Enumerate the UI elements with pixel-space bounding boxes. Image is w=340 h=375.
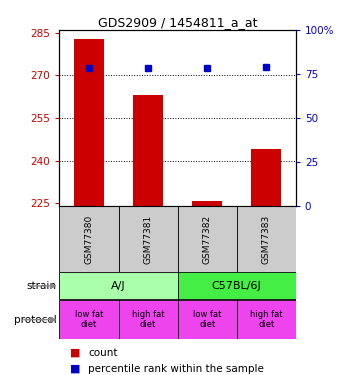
Text: low fat
diet: low fat diet <box>75 310 103 329</box>
Text: low fat
diet: low fat diet <box>193 310 221 329</box>
Bar <box>119 300 177 339</box>
Bar <box>177 300 237 339</box>
Text: GSM77383: GSM77383 <box>262 214 271 264</box>
Title: GDS2909 / 1454811_a_at: GDS2909 / 1454811_a_at <box>98 16 257 29</box>
Bar <box>237 206 296 272</box>
Bar <box>252 149 281 206</box>
Bar <box>59 206 119 272</box>
Text: high fat
diet: high fat diet <box>250 310 283 329</box>
Text: high fat
diet: high fat diet <box>132 310 164 329</box>
Text: count: count <box>88 348 118 358</box>
Bar <box>177 272 296 299</box>
Text: C57BL/6J: C57BL/6J <box>212 281 261 291</box>
Text: GSM77381: GSM77381 <box>143 214 153 264</box>
Text: ■: ■ <box>70 348 80 358</box>
Bar <box>59 300 119 339</box>
Bar <box>119 206 177 272</box>
Text: A/J: A/J <box>111 281 126 291</box>
Bar <box>74 39 104 206</box>
Bar <box>59 272 177 299</box>
Text: percentile rank within the sample: percentile rank within the sample <box>88 364 264 374</box>
Bar <box>133 95 163 206</box>
Text: protocol: protocol <box>14 315 56 325</box>
Bar <box>237 300 296 339</box>
Text: GSM77382: GSM77382 <box>203 214 212 264</box>
Text: strain: strain <box>27 281 56 291</box>
Text: GSM77380: GSM77380 <box>85 214 94 264</box>
Text: ■: ■ <box>70 364 80 374</box>
Bar <box>192 201 222 206</box>
Bar <box>177 206 237 272</box>
